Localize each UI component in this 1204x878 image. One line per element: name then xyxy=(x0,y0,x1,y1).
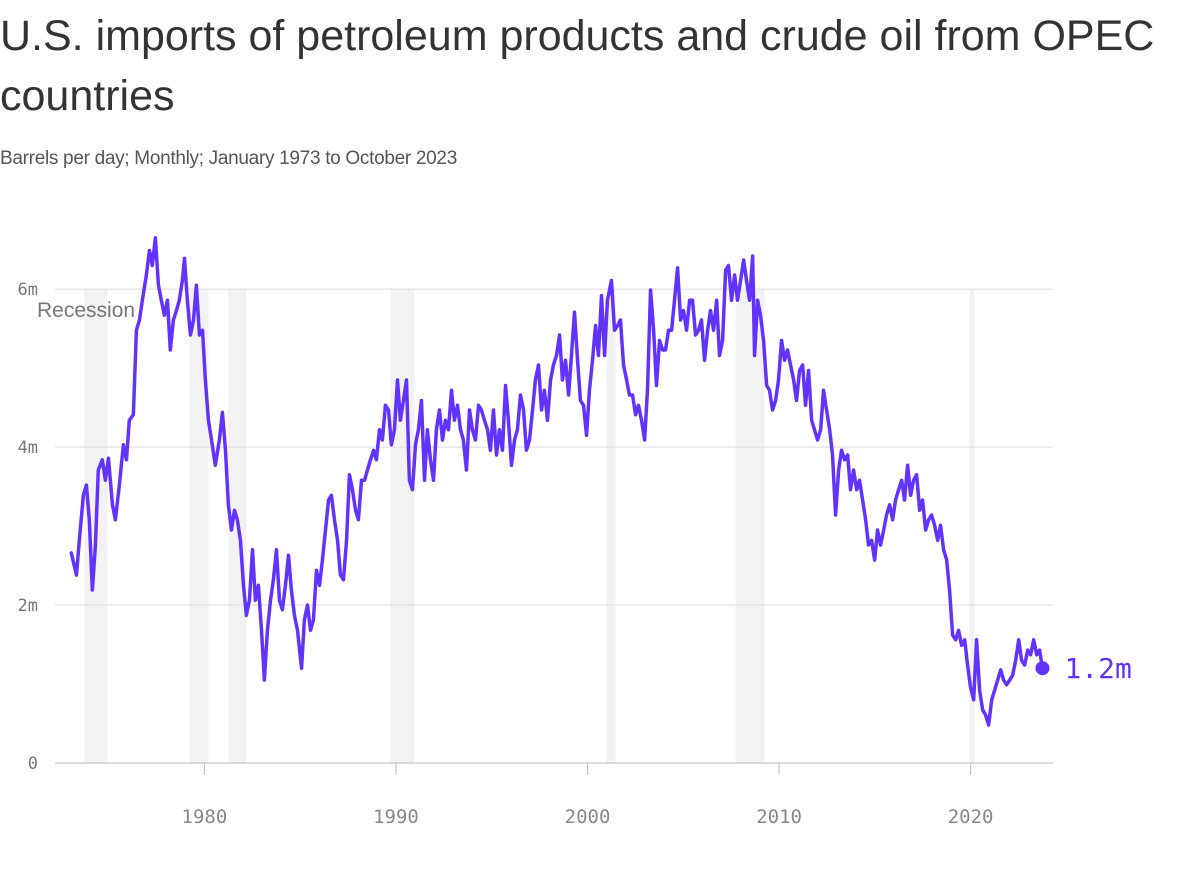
data-line xyxy=(69,236,1045,727)
chart-subtitle: Barrels per day; Monthly; January 1973 t… xyxy=(0,148,457,169)
chart-title: U.S. imports of petroleum products and c… xyxy=(0,12,1155,120)
recession-label: Recession xyxy=(37,299,135,322)
recession-band xyxy=(735,289,765,763)
recession-band xyxy=(189,289,209,763)
recession-band xyxy=(606,289,616,763)
value-label: 1.2m xyxy=(1064,652,1131,685)
y-tick-label: 6m xyxy=(18,280,38,300)
y-tick-label: 0 xyxy=(28,754,38,774)
x-tick-label: 1980 xyxy=(182,806,228,828)
recession-band xyxy=(390,289,415,763)
x-tick-label: 2010 xyxy=(756,806,802,828)
y-tick-label: 4m xyxy=(18,438,38,458)
x-tick-label: 2000 xyxy=(565,806,611,828)
end-point xyxy=(1035,661,1050,676)
x-tick-label: 2020 xyxy=(948,806,994,828)
x-tick-label: 1990 xyxy=(373,806,419,828)
recession-band xyxy=(969,289,975,763)
y-tick-label: 2m xyxy=(18,596,38,616)
